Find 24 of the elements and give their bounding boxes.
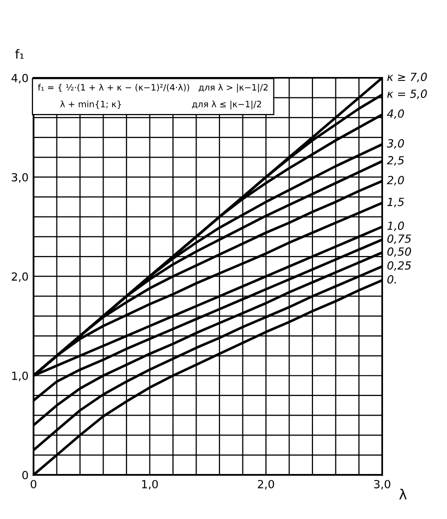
x-tick-label: 1,0 [142, 480, 158, 490]
series-label: 4,0 [387, 109, 404, 119]
y-tick-label: 2,0 [12, 272, 28, 282]
series-label: 0,75 [387, 234, 411, 244]
series-label: κ = 5,0 [387, 90, 427, 100]
y-tick-label: 0 [22, 470, 28, 480]
x-tick-label: 0 [30, 480, 36, 488]
series-label: 0,50 [387, 247, 412, 257]
series-label: 0,25 [387, 261, 411, 271]
x-tick-label: 2,0 [258, 480, 274, 490]
series-label: 0. [387, 275, 396, 284]
y-axis-title: f₁ [15, 49, 24, 59]
y-tick-label: 1,0 [12, 372, 28, 382]
x-axis-title: λ [399, 488, 407, 500]
series-label: 2,5 [386, 156, 404, 166]
series-label: 2,0 [386, 176, 404, 186]
annotation: f₁ = { ½·(1 + λ + κ − (κ−1)²/(4·λ)) для λ > |κ−1|/2 λ + min{1; κ} для λ ≤ |κ−1|/2 [38, 84, 268, 110]
series-label: 1,0 [387, 222, 404, 232]
y-tick-label: 3,0 [12, 173, 28, 183]
x-tick-label: 3,0 [374, 480, 390, 490]
series-label: 1,5 [387, 198, 404, 208]
series-label: 3,0 [386, 139, 404, 149]
y-tick-label: 4,0 [12, 74, 28, 84]
series-label: κ ≥ 7,0 [387, 72, 427, 82]
